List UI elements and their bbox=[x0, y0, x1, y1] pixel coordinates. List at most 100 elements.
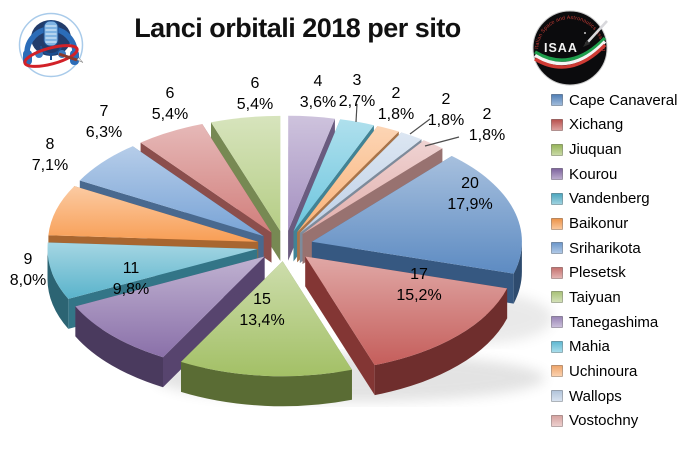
legend-label: Wallops bbox=[569, 387, 622, 405]
slice-label-jiuquan: 15 13,4% bbox=[239, 291, 284, 329]
svg-text:3: 3 bbox=[353, 72, 362, 89]
pie-slice-face-kourou bbox=[75, 256, 265, 358]
legend-label: Vostochny bbox=[569, 412, 639, 430]
legend-swatch-uchinoura bbox=[551, 365, 563, 378]
orbit-swoosh-icon bbox=[23, 44, 79, 68]
pie-slice-face-plesetsk bbox=[140, 124, 272, 233]
flag-white-stripe bbox=[534, 40, 607, 66]
pie-slice-face-baikonur bbox=[48, 186, 259, 242]
pie-slice-face-jiuquan bbox=[181, 261, 352, 377]
pie-slice-face-sriharikota bbox=[79, 146, 264, 237]
pie-slice-face-vandenberg bbox=[47, 242, 258, 299]
slice-label-wallops: 2 1,8% bbox=[428, 91, 464, 129]
legend-swatch-sriharikota bbox=[551, 242, 563, 255]
svg-text:5,4%: 5,4% bbox=[152, 106, 188, 123]
legend-item-vostochny: Vostochny bbox=[551, 408, 677, 433]
slice-label-xichang: 17 15,2% bbox=[396, 266, 441, 304]
svg-text:6: 6 bbox=[251, 75, 260, 92]
legend-item-jiuquan: Jiuquan bbox=[551, 137, 677, 162]
svg-text:11: 11 bbox=[123, 260, 140, 277]
legend-swatch-mahia bbox=[551, 340, 563, 353]
svg-text:2: 2 bbox=[392, 85, 401, 102]
svg-text:15: 15 bbox=[253, 291, 271, 308]
legend-label: Kourou bbox=[569, 165, 618, 183]
svg-text:4: 4 bbox=[314, 73, 323, 90]
label-leader-line-vostochny bbox=[424, 136, 460, 147]
legend-item-vandenberg: Vandenberg bbox=[551, 187, 677, 212]
slice-label-sriharikota: 7 6,3% bbox=[86, 103, 122, 141]
svg-text:3,6%: 3,6% bbox=[300, 94, 336, 111]
legend-swatch-plesetsk bbox=[551, 266, 563, 279]
pen-icon bbox=[583, 20, 608, 47]
legend-label: Baikonur bbox=[569, 215, 629, 233]
slice-label-mahia: 3 2,7% bbox=[339, 72, 375, 110]
isaa-logo: Italian Space and Astronautics Associati… bbox=[527, 5, 608, 86]
legend-label: Plesetsk bbox=[569, 264, 626, 282]
flag-red-stripe bbox=[534, 43, 607, 69]
legend-item-taiyuan: Taiyuan bbox=[551, 285, 677, 310]
legend-swatch-kourou bbox=[551, 168, 563, 181]
legend-item-uchinoura: Uchinoura bbox=[551, 359, 677, 384]
legend-label: Sriharikota bbox=[569, 239, 641, 257]
svg-text:17,9%: 17,9% bbox=[447, 196, 492, 213]
slice-label-cape-canaveral: 20 17,9% bbox=[447, 175, 492, 213]
pie-slice-face-xichang bbox=[305, 256, 508, 366]
legend-swatch-jiuquan bbox=[551, 143, 563, 156]
legend-swatch-vostochny bbox=[551, 414, 563, 427]
legend-item-xichang: Xichang bbox=[551, 113, 677, 138]
svg-text:5,4%: 5,4% bbox=[237, 96, 273, 113]
slice-label-vostochny: 2 1,8% bbox=[469, 106, 505, 144]
svg-text:1,8%: 1,8% bbox=[428, 112, 464, 129]
svg-text:7,1%: 7,1% bbox=[32, 157, 68, 174]
svg-text:8,0%: 8,0% bbox=[10, 272, 46, 289]
slice-label-taiyuan: 6 5,4% bbox=[237, 75, 273, 113]
legend-label: Vandenberg bbox=[569, 190, 650, 208]
legend-swatch-tanegashima bbox=[551, 316, 563, 329]
pen-icon bbox=[58, 52, 84, 63]
isaa-text: ISAA bbox=[544, 41, 578, 55]
label-leader-line-mahia bbox=[355, 103, 358, 123]
page-title: Lanci orbitali 2018 per sito bbox=[134, 13, 461, 43]
slice-label-tanegashima: 4 3,6% bbox=[300, 73, 336, 111]
pie-slice-face-taiyuan bbox=[211, 115, 281, 231]
pie-slice-xichang bbox=[305, 256, 508, 396]
legend-label: Uchinoura bbox=[569, 362, 638, 380]
svg-text:1,8%: 1,8% bbox=[378, 106, 414, 123]
pie-slice-face-uchinoura bbox=[297, 126, 399, 233]
svg-text:2: 2 bbox=[442, 91, 451, 108]
legend-item-mahia: Mahia bbox=[551, 334, 677, 359]
astronauticast-logo bbox=[18, 12, 84, 78]
pie-slice-face-wallops bbox=[299, 132, 422, 233]
legend-item-plesetsk: Plesetsk bbox=[551, 260, 677, 285]
legend-label: Cape Canaveral bbox=[569, 91, 678, 109]
svg-text:9,8%: 9,8% bbox=[113, 281, 149, 298]
legend-swatch-xichang bbox=[551, 118, 563, 131]
svg-text:17: 17 bbox=[410, 266, 428, 283]
svg-text:6: 6 bbox=[166, 85, 175, 102]
legend-swatch-cape-canaveral bbox=[551, 94, 563, 107]
slice-label-plesetsk: 6 5,4% bbox=[152, 85, 188, 123]
svg-text:15,2%: 15,2% bbox=[396, 287, 441, 304]
legend-label: Taiyuan bbox=[569, 288, 621, 306]
chart-legend: Cape Canaveral Xichang Jiuquan Kourou Vanden… bbox=[551, 88, 677, 433]
pie-slice-face-tanegashima bbox=[288, 115, 335, 231]
svg-text:9: 9 bbox=[24, 251, 33, 268]
pie-slice-face-mahia bbox=[293, 119, 374, 232]
legend-item-cape-canaveral: Cape Canaveral bbox=[551, 88, 677, 113]
legend-label: Mahia bbox=[569, 338, 610, 356]
legend-label: Xichang bbox=[569, 116, 624, 134]
pie-slice-jiuquan bbox=[181, 261, 352, 407]
svg-text:2: 2 bbox=[483, 106, 492, 123]
pie-slice-kourou bbox=[75, 256, 265, 388]
label-leader-line-wallops bbox=[409, 118, 431, 135]
legend-item-wallops: Wallops bbox=[551, 384, 677, 409]
flag-green-stripe bbox=[534, 36, 607, 62]
pie-slice-face-vostochny bbox=[302, 140, 443, 234]
legend-item-baikonur: Baikonur bbox=[551, 211, 677, 236]
slice-label-uchinoura: 2 1,8% bbox=[378, 85, 414, 123]
svg-text:8: 8 bbox=[46, 136, 55, 153]
legend-item-sriharikota: Sriharikota bbox=[551, 236, 677, 261]
legend-swatch-taiyuan bbox=[551, 291, 563, 304]
legend-swatch-baikonur bbox=[551, 217, 563, 230]
